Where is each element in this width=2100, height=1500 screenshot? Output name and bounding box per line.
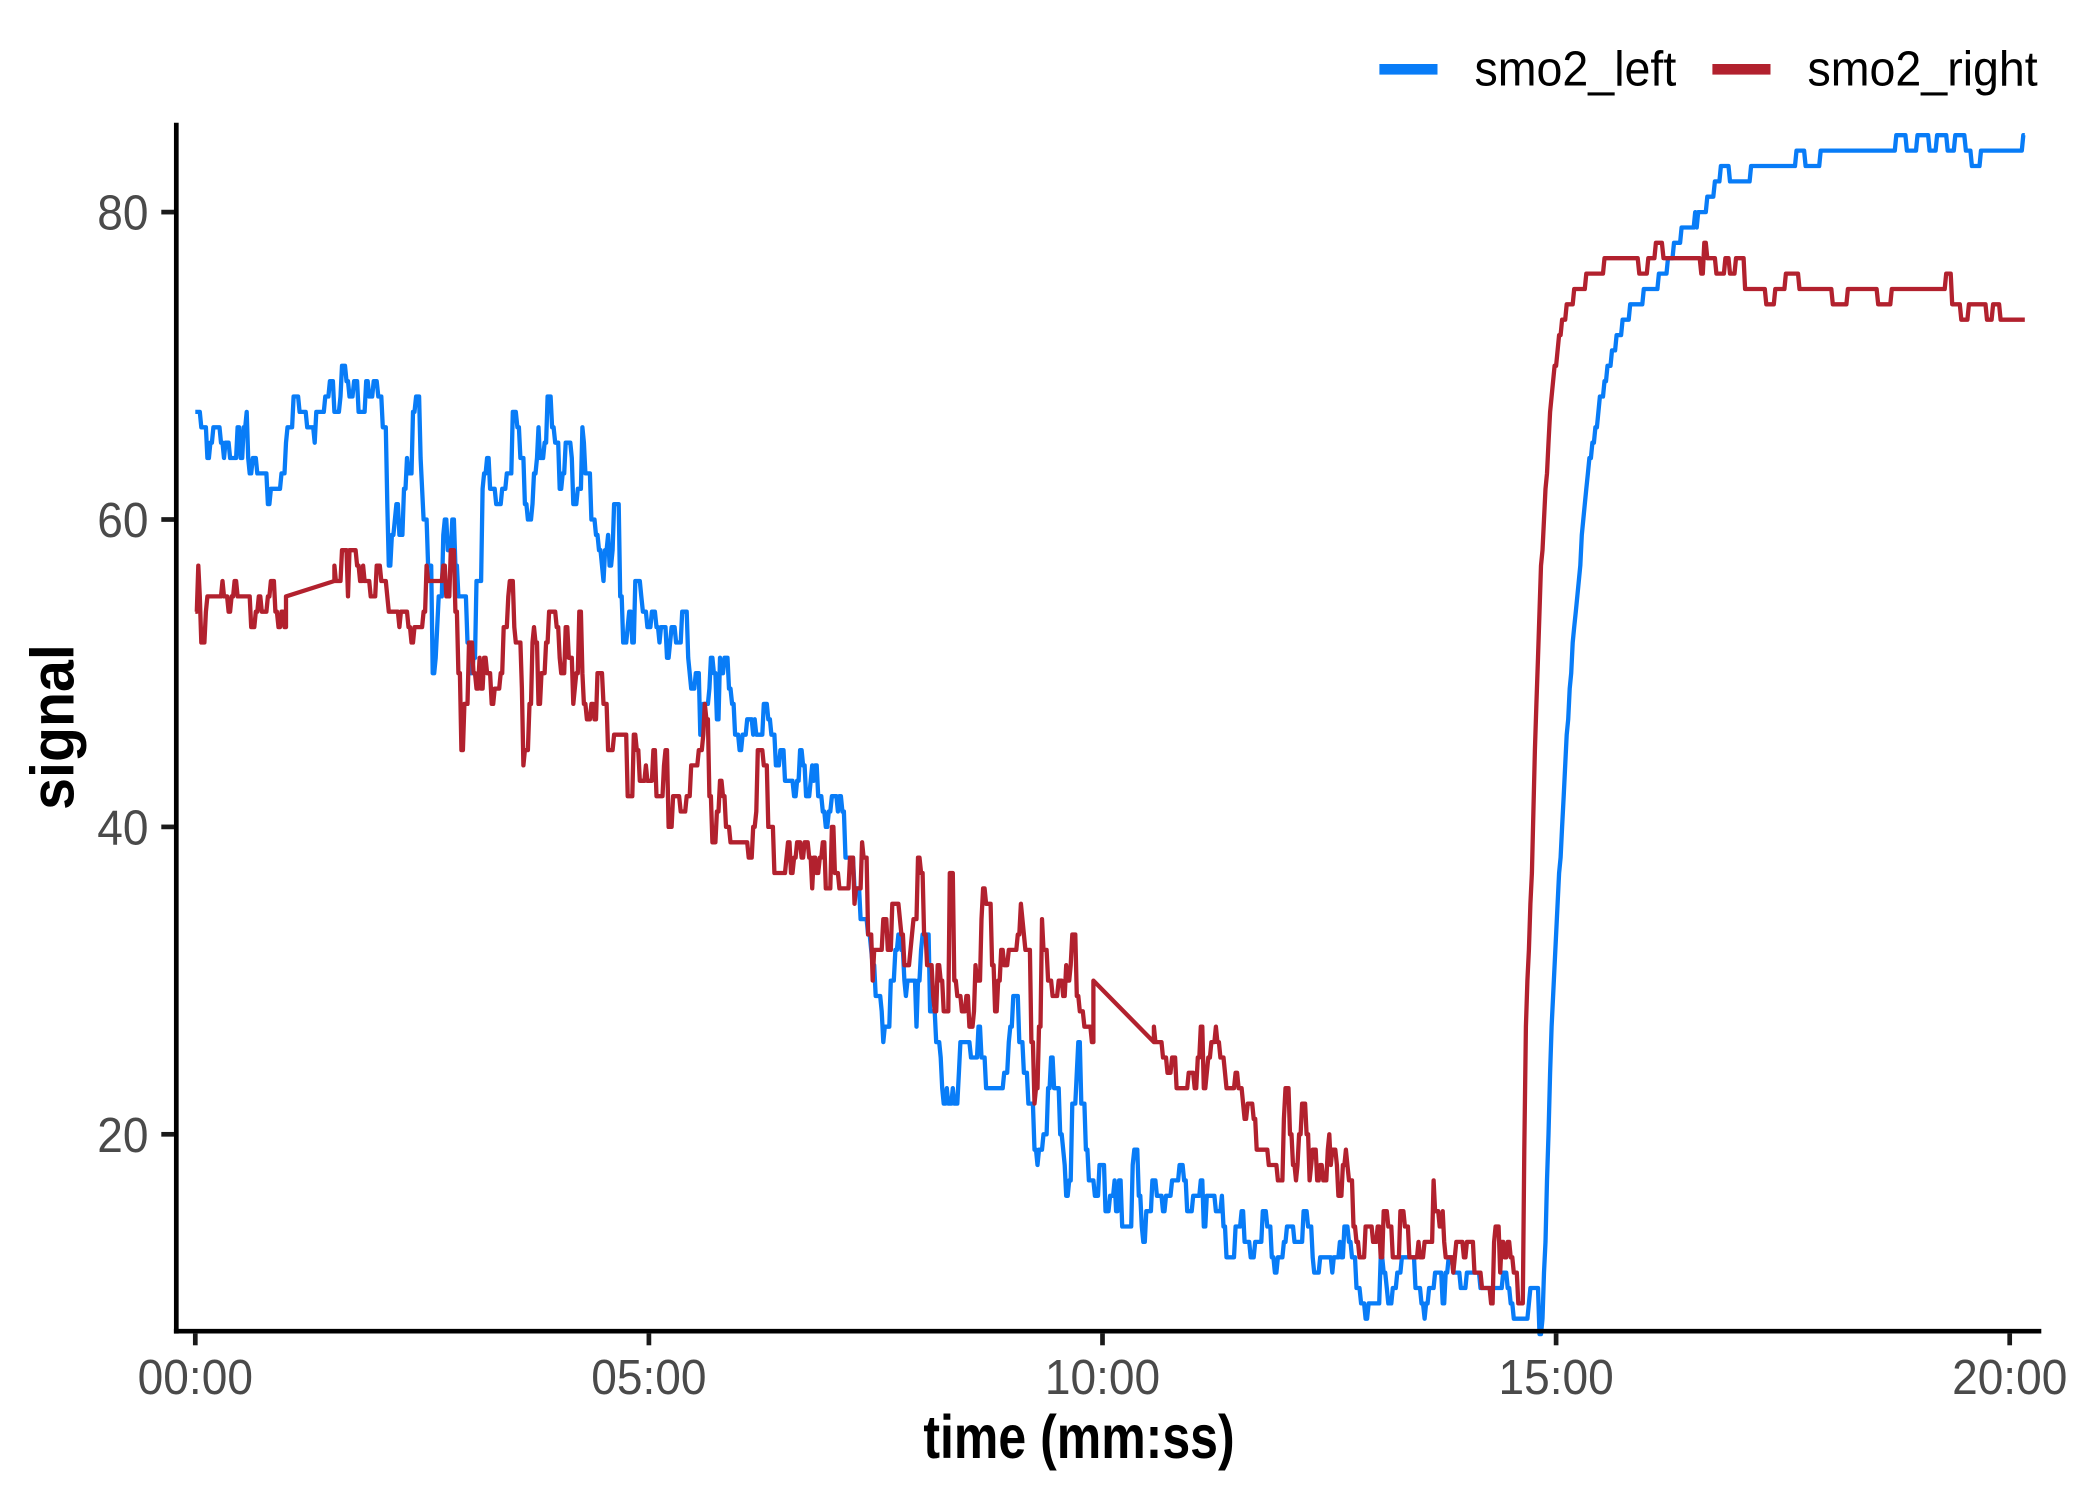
svg-text:60: 60 bbox=[97, 494, 148, 549]
svg-text:signal: signal bbox=[18, 644, 87, 810]
svg-text:smo2_left: smo2_left bbox=[1475, 42, 1677, 96]
svg-text:20:00: 20:00 bbox=[1952, 1351, 2067, 1406]
svg-text:80: 80 bbox=[97, 186, 148, 241]
svg-text:15:00: 15:00 bbox=[1498, 1351, 1613, 1406]
svg-text:40: 40 bbox=[97, 801, 148, 856]
svg-text:10:00: 10:00 bbox=[1045, 1351, 1160, 1406]
svg-text:05:00: 05:00 bbox=[591, 1351, 706, 1406]
svg-text:time (mm:ss): time (mm:ss) bbox=[923, 1403, 1234, 1471]
svg-text:smo2_right: smo2_right bbox=[1808, 42, 2038, 96]
svg-text:20: 20 bbox=[97, 1109, 148, 1164]
svg-text:00:00: 00:00 bbox=[138, 1351, 253, 1406]
